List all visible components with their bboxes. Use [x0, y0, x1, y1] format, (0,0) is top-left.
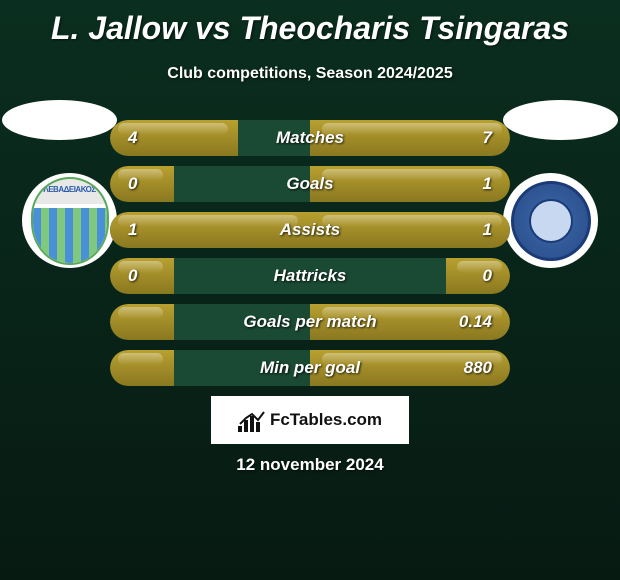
crest-text: ΛΕΒΑΔΕΙΑΚΟΣ [33, 185, 107, 194]
stat-value-left: 1 [128, 220, 137, 240]
levadiakos-crest-icon: ΛΕΒΑΔΕΙΑΚΟΣ [31, 177, 109, 265]
stat-row: Min per goal880 [110, 350, 510, 386]
stat-label: Min per goal [110, 358, 510, 378]
stat-value-right: 1 [483, 220, 492, 240]
player-avatar-left-placeholder [2, 100, 117, 140]
stat-value-right: 0 [483, 266, 492, 286]
club-badge-right [503, 173, 598, 268]
page-title: L. Jallow vs Theocharis Tsingaras [0, 0, 620, 47]
stat-row: Goals0 1 [110, 166, 510, 202]
player-avatar-right-placeholder [503, 100, 618, 140]
stat-value-right: 0.14 [459, 312, 492, 332]
stat-label: Goals [110, 174, 510, 194]
stat-value-right: 1 [483, 174, 492, 194]
fctables-logo-icon [238, 408, 266, 432]
stats-container: Matches47Goals01Assists11Hattricks00Goal… [110, 120, 510, 396]
stat-label: Goals per match [110, 312, 510, 332]
stat-value-left: 0 [128, 266, 137, 286]
subtitle: Club competitions, Season 2024/2025 [0, 65, 620, 83]
stat-value-left: 0 [128, 174, 137, 194]
club-badge-left: ΛΕΒΑΔΕΙΑΚΟΣ [22, 173, 117, 268]
stat-label: Hattricks [110, 266, 510, 286]
stat-label: Assists [110, 220, 510, 240]
stat-value-right: 7 [483, 128, 492, 148]
stat-value-right: 880 [464, 358, 492, 378]
stat-label: Matches [110, 128, 510, 148]
adana-demirspor-crest-icon [511, 181, 591, 261]
stat-row: Goals per match0.14 [110, 304, 510, 340]
footer-date: 12 november 2024 [0, 455, 620, 475]
stat-row: Hattricks0 0 [110, 258, 510, 294]
fctables-label: FcTables.com [270, 410, 382, 430]
stat-row: Assists1 1 [110, 212, 510, 248]
fctables-watermark: FcTables.com [211, 396, 409, 444]
stat-value-left: 4 [128, 128, 137, 148]
stat-row: Matches4 7 [110, 120, 510, 156]
